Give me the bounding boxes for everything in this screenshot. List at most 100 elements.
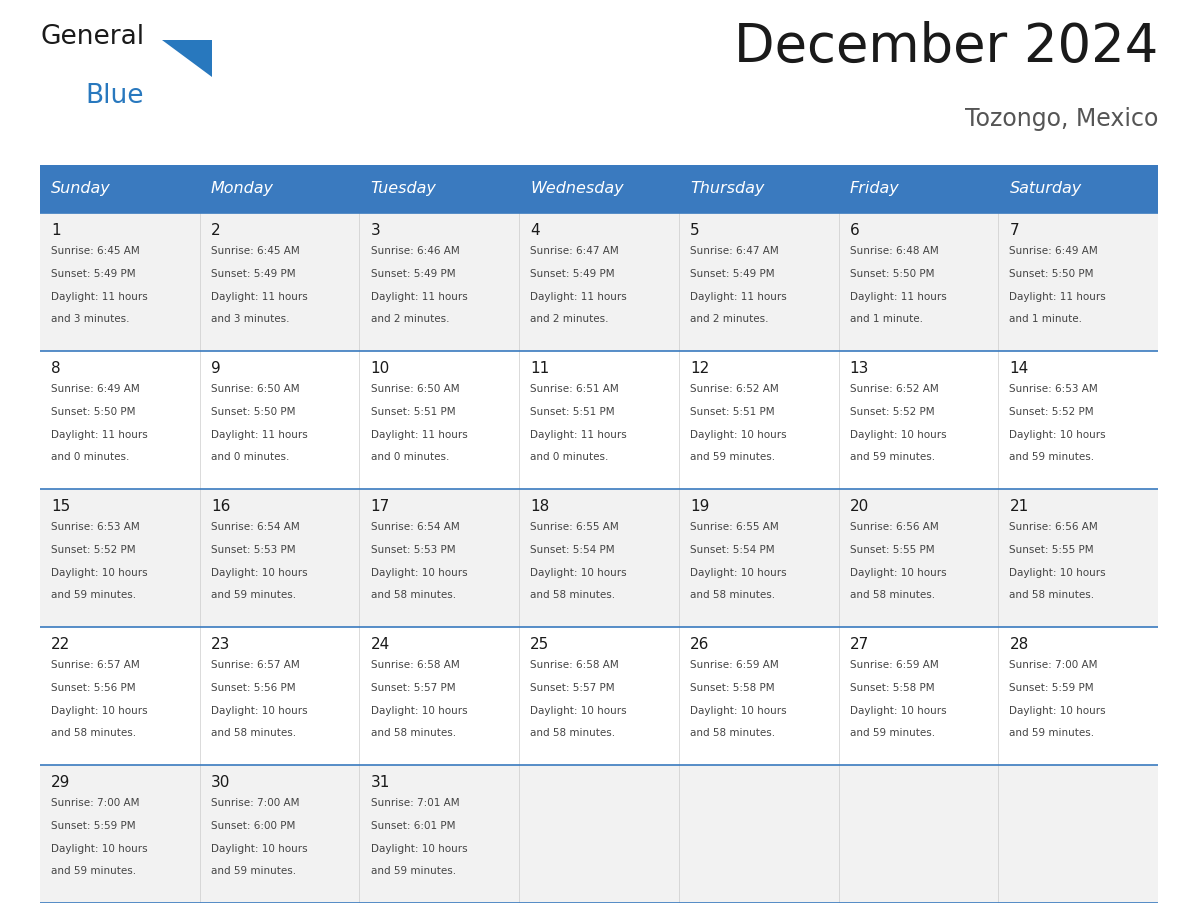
Text: Sunset: 5:52 PM: Sunset: 5:52 PM xyxy=(849,407,935,417)
Text: Sunrise: 6:59 AM: Sunrise: 6:59 AM xyxy=(690,660,779,670)
Text: Daylight: 10 hours: Daylight: 10 hours xyxy=(1010,567,1106,577)
Text: Sunrise: 6:53 AM: Sunrise: 6:53 AM xyxy=(1010,384,1098,394)
Text: Sunset: 5:58 PM: Sunset: 5:58 PM xyxy=(690,683,775,693)
Text: and 58 minutes.: and 58 minutes. xyxy=(1010,590,1094,600)
Text: Sunset: 5:50 PM: Sunset: 5:50 PM xyxy=(1010,269,1094,279)
Text: Daylight: 10 hours: Daylight: 10 hours xyxy=(371,706,467,716)
Text: Saturday: Saturday xyxy=(1010,182,1082,196)
Text: Blue: Blue xyxy=(86,84,144,109)
Text: Sunset: 5:53 PM: Sunset: 5:53 PM xyxy=(371,545,455,554)
Text: 9: 9 xyxy=(211,361,221,375)
Text: Sunrise: 6:50 AM: Sunrise: 6:50 AM xyxy=(211,384,299,394)
Text: 6: 6 xyxy=(849,223,859,238)
Text: Sunrise: 6:46 AM: Sunrise: 6:46 AM xyxy=(371,246,460,256)
Text: and 0 minutes.: and 0 minutes. xyxy=(530,453,608,463)
Text: Sunset: 5:52 PM: Sunset: 5:52 PM xyxy=(51,545,135,554)
Text: 23: 23 xyxy=(211,637,230,652)
Text: 1: 1 xyxy=(51,223,61,238)
Text: Sunrise: 6:58 AM: Sunrise: 6:58 AM xyxy=(371,660,460,670)
Text: and 59 minutes.: and 59 minutes. xyxy=(849,728,935,738)
Text: Sunset: 5:50 PM: Sunset: 5:50 PM xyxy=(211,407,296,417)
Text: and 58 minutes.: and 58 minutes. xyxy=(849,590,935,600)
Text: Sunrise: 6:49 AM: Sunrise: 6:49 AM xyxy=(1010,246,1098,256)
Text: 2: 2 xyxy=(211,223,221,238)
Text: Sunset: 5:51 PM: Sunset: 5:51 PM xyxy=(690,407,775,417)
Text: Daylight: 10 hours: Daylight: 10 hours xyxy=(211,706,308,716)
Text: Daylight: 11 hours: Daylight: 11 hours xyxy=(690,292,786,302)
Text: Sunday: Sunday xyxy=(51,182,110,196)
Text: Sunrise: 7:00 AM: Sunrise: 7:00 AM xyxy=(51,798,140,808)
Text: Sunrise: 6:52 AM: Sunrise: 6:52 AM xyxy=(690,384,779,394)
Text: Sunset: 5:53 PM: Sunset: 5:53 PM xyxy=(211,545,296,554)
Text: Sunset: 5:55 PM: Sunset: 5:55 PM xyxy=(1010,545,1094,554)
Text: 17: 17 xyxy=(371,498,390,514)
Text: 29: 29 xyxy=(51,775,70,789)
Text: and 59 minutes.: and 59 minutes. xyxy=(1010,453,1094,463)
Text: Sunset: 5:57 PM: Sunset: 5:57 PM xyxy=(371,683,455,693)
Text: Daylight: 11 hours: Daylight: 11 hours xyxy=(211,430,308,440)
Text: Daylight: 11 hours: Daylight: 11 hours xyxy=(51,292,148,302)
Text: Sunrise: 7:00 AM: Sunrise: 7:00 AM xyxy=(211,798,299,808)
Text: 5: 5 xyxy=(690,223,700,238)
Text: Daylight: 11 hours: Daylight: 11 hours xyxy=(371,292,467,302)
Text: Sunrise: 6:57 AM: Sunrise: 6:57 AM xyxy=(211,660,299,670)
Text: and 2 minutes.: and 2 minutes. xyxy=(690,315,769,324)
Text: and 3 minutes.: and 3 minutes. xyxy=(51,315,129,324)
Bar xyxy=(40,627,1158,765)
Text: and 58 minutes.: and 58 minutes. xyxy=(690,590,775,600)
Text: Sunset: 5:56 PM: Sunset: 5:56 PM xyxy=(211,683,296,693)
Text: and 58 minutes.: and 58 minutes. xyxy=(371,590,456,600)
Text: 26: 26 xyxy=(690,637,709,652)
Text: Sunset: 5:52 PM: Sunset: 5:52 PM xyxy=(1010,407,1094,417)
Text: Sunrise: 6:57 AM: Sunrise: 6:57 AM xyxy=(51,660,140,670)
Text: and 59 minutes.: and 59 minutes. xyxy=(51,867,137,877)
Text: and 58 minutes.: and 58 minutes. xyxy=(51,728,137,738)
Text: and 0 minutes.: and 0 minutes. xyxy=(371,453,449,463)
Text: and 0 minutes.: and 0 minutes. xyxy=(51,453,129,463)
Text: 27: 27 xyxy=(849,637,868,652)
Text: Daylight: 11 hours: Daylight: 11 hours xyxy=(530,430,627,440)
Text: 4: 4 xyxy=(530,223,541,238)
Text: Sunrise: 6:45 AM: Sunrise: 6:45 AM xyxy=(51,246,140,256)
Text: and 3 minutes.: and 3 minutes. xyxy=(211,315,290,324)
Text: Daylight: 11 hours: Daylight: 11 hours xyxy=(371,430,467,440)
Text: Daylight: 10 hours: Daylight: 10 hours xyxy=(211,567,308,577)
Text: Daylight: 10 hours: Daylight: 10 hours xyxy=(51,706,147,716)
Text: 7: 7 xyxy=(1010,223,1019,238)
Text: and 59 minutes.: and 59 minutes. xyxy=(690,453,775,463)
Text: and 59 minutes.: and 59 minutes. xyxy=(849,453,935,463)
Text: Daylight: 11 hours: Daylight: 11 hours xyxy=(849,292,947,302)
Text: Sunrise: 6:56 AM: Sunrise: 6:56 AM xyxy=(1010,522,1098,532)
Text: Sunrise: 6:47 AM: Sunrise: 6:47 AM xyxy=(530,246,619,256)
Text: 22: 22 xyxy=(51,637,70,652)
Text: and 58 minutes.: and 58 minutes. xyxy=(211,728,296,738)
Text: 11: 11 xyxy=(530,361,550,375)
Text: and 59 minutes.: and 59 minutes. xyxy=(51,590,137,600)
Text: Daylight: 10 hours: Daylight: 10 hours xyxy=(849,430,947,440)
Text: Sunset: 5:50 PM: Sunset: 5:50 PM xyxy=(849,269,934,279)
Text: Sunrise: 6:54 AM: Sunrise: 6:54 AM xyxy=(211,522,299,532)
Text: Sunset: 5:59 PM: Sunset: 5:59 PM xyxy=(1010,683,1094,693)
Text: 13: 13 xyxy=(849,361,870,375)
Text: Sunset: 5:49 PM: Sunset: 5:49 PM xyxy=(371,269,455,279)
Text: 16: 16 xyxy=(211,498,230,514)
Text: General: General xyxy=(40,24,144,50)
Text: Sunset: 5:54 PM: Sunset: 5:54 PM xyxy=(690,545,775,554)
Text: Daylight: 10 hours: Daylight: 10 hours xyxy=(530,706,627,716)
Text: and 59 minutes.: and 59 minutes. xyxy=(1010,728,1094,738)
Text: and 1 minute.: and 1 minute. xyxy=(1010,315,1082,324)
Text: Sunrise: 7:01 AM: Sunrise: 7:01 AM xyxy=(371,798,460,808)
Text: Sunrise: 6:49 AM: Sunrise: 6:49 AM xyxy=(51,384,140,394)
Text: 31: 31 xyxy=(371,775,390,789)
Text: 21: 21 xyxy=(1010,498,1029,514)
Text: and 59 minutes.: and 59 minutes. xyxy=(211,590,296,600)
Text: and 0 minutes.: and 0 minutes. xyxy=(211,453,289,463)
Text: Tuesday: Tuesday xyxy=(371,182,436,196)
Text: Monday: Monday xyxy=(211,182,274,196)
Text: Sunrise: 6:55 AM: Sunrise: 6:55 AM xyxy=(690,522,779,532)
Text: Sunrise: 6:50 AM: Sunrise: 6:50 AM xyxy=(371,384,460,394)
Text: and 59 minutes.: and 59 minutes. xyxy=(211,867,296,877)
Text: Daylight: 11 hours: Daylight: 11 hours xyxy=(530,292,627,302)
Text: Sunrise: 6:47 AM: Sunrise: 6:47 AM xyxy=(690,246,779,256)
Text: Sunrise: 6:52 AM: Sunrise: 6:52 AM xyxy=(849,384,939,394)
